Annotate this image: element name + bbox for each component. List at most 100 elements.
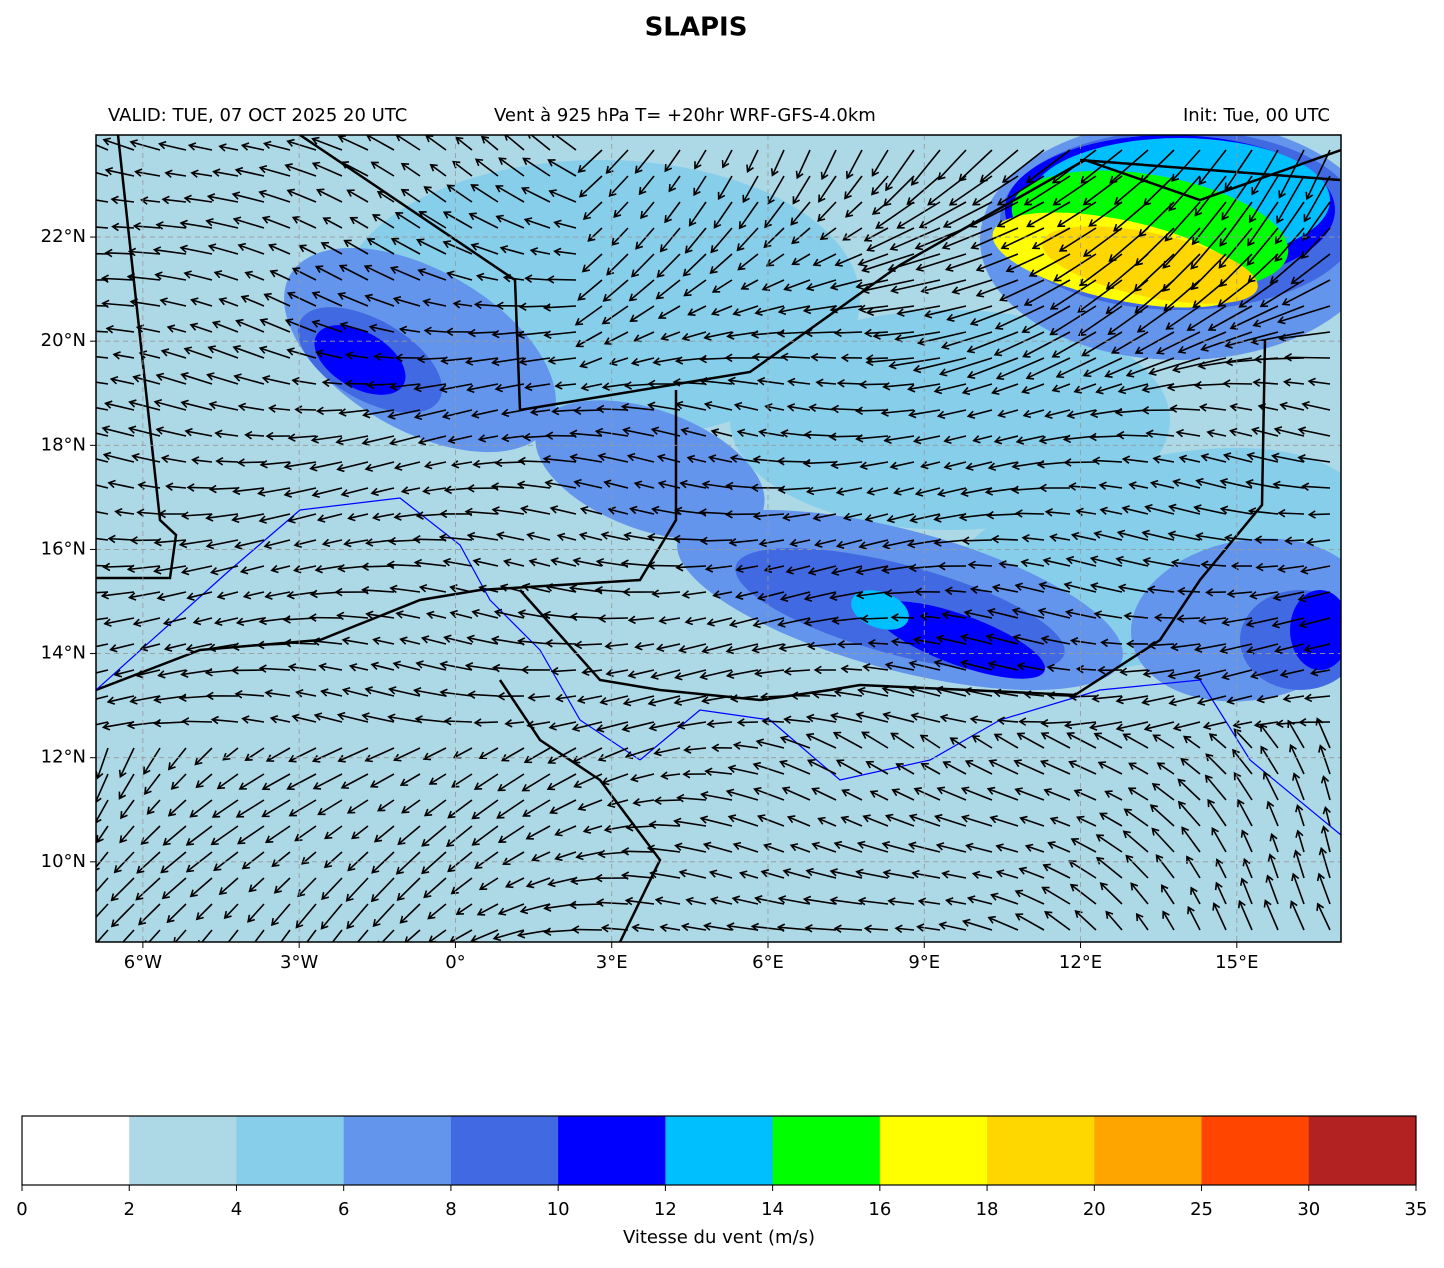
wind-arrow	[728, 538, 759, 547]
wind-arrow	[311, 637, 343, 646]
wind-arrow	[505, 877, 525, 889]
wind-arrow	[107, 534, 135, 544]
wind-arrow	[497, 903, 525, 916]
wind-arrow	[96, 825, 109, 844]
wind-arrow	[864, 513, 889, 523]
x-tick-label: 3°W	[280, 952, 318, 973]
wind-arrow	[791, 253, 811, 266]
wind-arrow	[701, 480, 733, 489]
wind-arrow	[364, 686, 395, 697]
wind-arrow	[1151, 783, 1175, 801]
wind-arrow	[699, 536, 733, 546]
wind-arrow	[758, 538, 785, 548]
wind-arrow	[674, 669, 707, 681]
wind-arrow	[1200, 560, 1227, 569]
wind-arrow	[1153, 613, 1175, 622]
wind-arrow	[455, 903, 473, 916]
wind-arrow	[884, 589, 915, 598]
wind-arrow	[1229, 427, 1253, 437]
wind-arrow	[613, 201, 629, 219]
wind-arrow	[907, 841, 941, 853]
wind-arrow	[309, 461, 343, 472]
wind-arrow	[1252, 305, 1305, 328]
wind-arrow	[336, 461, 369, 473]
wind-arrow	[1121, 505, 1149, 515]
wind-arrow	[1219, 201, 1253, 247]
wind-arrow	[96, 591, 109, 594]
wind-arrow	[656, 453, 681, 463]
wind-arrow	[1142, 557, 1175, 567]
wind-arrow	[733, 401, 759, 411]
wind-arrow	[349, 216, 369, 229]
wind-arrow	[710, 305, 733, 316]
wind-arrow	[190, 169, 213, 178]
wind-arrow	[547, 747, 577, 764]
wind-arrow	[910, 149, 941, 186]
wind-arrow	[468, 212, 499, 229]
wind-arrow	[578, 175, 603, 198]
wind-arrow	[1115, 555, 1149, 567]
wind-arrow	[970, 227, 1019, 250]
wind-arrow	[754, 305, 785, 316]
wind-arrow	[765, 253, 785, 267]
wind-arrow	[1049, 279, 1097, 310]
x-tick-label: 6°E	[752, 952, 784, 973]
wind-arrow	[587, 227, 603, 242]
wind-arrow	[518, 357, 551, 366]
wind-arrow	[422, 486, 447, 495]
wind-arrow	[829, 868, 863, 879]
wind-arrow	[377, 929, 395, 942]
wind-arrow	[393, 461, 421, 471]
wind-arrow	[96, 877, 109, 893]
colorbar-bin	[665, 1116, 774, 1185]
wind-arrow	[283, 461, 317, 471]
wind-arrow	[234, 166, 265, 177]
wind-arrow	[1247, 201, 1279, 247]
wind-arrow	[908, 409, 941, 419]
wind-arrow	[311, 747, 343, 763]
wind-arrow	[579, 505, 603, 515]
wind-arrow	[884, 813, 915, 827]
wind-arrow	[1026, 201, 1071, 228]
wind-arrow	[337, 292, 369, 307]
wind-arrow	[1053, 253, 1097, 282]
wind-arrow	[1255, 562, 1279, 572]
wind-arrow	[338, 264, 369, 281]
wind-arrow	[754, 668, 785, 678]
wind-arrow	[1265, 874, 1279, 905]
wind-arrow	[581, 253, 603, 273]
wind-arrow	[1284, 536, 1305, 545]
wind-arrow	[1014, 787, 1045, 801]
wind-arrow	[1044, 911, 1071, 931]
wind-arrow	[638, 175, 655, 196]
wind-arrow	[842, 227, 863, 241]
colorbar-tick-label: 10	[547, 1199, 570, 1220]
wind-arrow	[242, 591, 265, 600]
wind-arrow	[1181, 826, 1201, 853]
wind-arrow	[1177, 586, 1201, 596]
wind-arrow	[834, 253, 863, 267]
wind-arrow	[1043, 788, 1071, 801]
wind-arrow	[480, 135, 499, 151]
wind-arrow	[1282, 694, 1305, 703]
wind-arrow	[1212, 902, 1227, 931]
wind-arrow	[829, 279, 863, 291]
wind-arrow	[132, 222, 161, 231]
wind-arrow	[370, 661, 395, 671]
wind-arrow	[372, 903, 395, 928]
wind-arrow	[1119, 667, 1149, 677]
wind-arrow	[96, 355, 109, 359]
wind-arrow	[1182, 735, 1201, 749]
wind-arrow	[280, 929, 291, 942]
wind-arrow	[291, 215, 317, 229]
wind-arrow	[1259, 723, 1279, 749]
wind-arrow	[777, 485, 811, 494]
wind-arrow	[1177, 778, 1201, 801]
wind-arrow	[804, 328, 837, 338]
wind-arrow	[882, 869, 915, 879]
wind-arrow	[215, 457, 239, 466]
wind-arrow	[205, 539, 239, 550]
wind-arrow	[673, 695, 707, 706]
wind-arrow	[1302, 201, 1331, 241]
wind-arrow	[1104, 790, 1123, 801]
